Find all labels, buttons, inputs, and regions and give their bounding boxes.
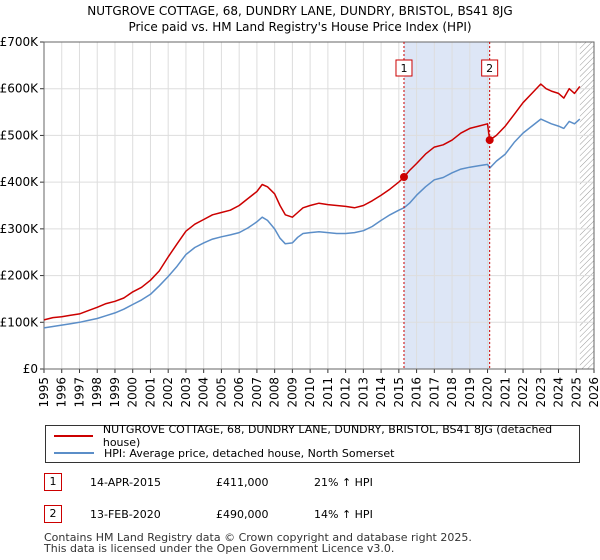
legend-swatch-hpi xyxy=(54,452,94,454)
x-tick-label: 1997 xyxy=(72,377,86,408)
chart-title-block: NUTGROVE COTTAGE, 68, DUNDRY LANE, DUNDR… xyxy=(0,3,600,35)
series-line-hpi xyxy=(43,118,581,329)
x-tick-label: 1999 xyxy=(108,377,122,408)
x-tick-label: 2011 xyxy=(321,377,335,408)
x-tick-label: 2017 xyxy=(427,377,441,408)
x-tick-label: 2016 xyxy=(410,377,424,408)
y-tick-label: £100K xyxy=(0,315,39,329)
x-tick-label: 2007 xyxy=(250,377,264,408)
x-tick-label: 2020 xyxy=(481,377,495,408)
x-tick-label: 2000 xyxy=(126,377,140,408)
sale-date: 13-FEB-2020 xyxy=(90,508,161,521)
y-tick-label: £400K xyxy=(0,175,39,189)
x-tick-label: 2001 xyxy=(143,377,157,408)
price-chart: 1995 1996 1997 1998 1999 2000 2001 2002 2003 2004… xyxy=(0,35,600,408)
footer: Contains HM Land Registry data © Crown c… xyxy=(44,532,472,554)
x-tick-label: 2023 xyxy=(534,377,548,408)
y-tick-label: £0 xyxy=(23,362,38,376)
sale-hpi-change: 14% ↑ HPI xyxy=(314,508,373,521)
x-tick-label: 2012 xyxy=(339,377,353,408)
y-tick-label: £500K xyxy=(0,128,39,142)
sale-number-badge: 2 xyxy=(44,505,62,523)
y-tick-label: £200K xyxy=(0,269,39,283)
x-tick-label: 2025 xyxy=(569,377,583,408)
sale-point xyxy=(399,173,408,182)
sale-marker-box xyxy=(481,59,499,77)
x-tick-label: 2009 xyxy=(285,377,299,408)
chart-subtitle: Price paid vs. HM Land Registry's House … xyxy=(128,20,472,34)
y-tick-label: £300K xyxy=(0,222,39,236)
x-tick-label: 2013 xyxy=(356,377,370,408)
legend-item-property: NUTGROVE COTTAGE, 68, DUNDRY LANE, DUNDR… xyxy=(54,423,579,449)
sale-marker-label: 1 xyxy=(400,62,407,75)
x-tick-label: 2022 xyxy=(516,377,530,408)
sale-hpi-change: 21% ↑ HPI xyxy=(314,476,373,489)
plot-area xyxy=(44,42,594,369)
x-tick-label: 1995 xyxy=(37,377,51,408)
sale-number-badge: 1 xyxy=(44,473,62,491)
x-tick-label: 2014 xyxy=(374,377,388,408)
legend: NUTGROVE COTTAGE, 68, DUNDRY LANE, DUNDR… xyxy=(45,423,580,463)
y-tick-label: £700K xyxy=(0,35,39,49)
legend-item-hpi: HPI: Average price, detached house, Nort… xyxy=(54,445,394,461)
sale-price: £490,000 xyxy=(216,508,269,521)
x-tick-label: 2026 xyxy=(587,377,600,408)
sale-marker-label: 2 xyxy=(486,62,493,75)
legend-label-hpi: HPI: Average price, detached house, Nort… xyxy=(104,446,395,460)
x-tick-label: 2008 xyxy=(268,377,282,408)
x-tick-label: 2021 xyxy=(498,377,512,408)
plot-frame xyxy=(43,41,595,370)
x-tick-label: 2019 xyxy=(463,377,477,408)
sale-price: £411,000 xyxy=(216,476,269,489)
x-tick-label: 1998 xyxy=(90,377,104,408)
x-tick-label: 2018 xyxy=(445,377,459,408)
ownership-shade xyxy=(403,42,490,369)
x-tick-label: 2010 xyxy=(303,377,317,408)
footer-copyright: Contains HM Land Registry data © Crown c… xyxy=(44,531,472,544)
legend-label-property: NUTGROVE COTTAGE, 68, DUNDRY LANE, DUNDR… xyxy=(102,423,553,449)
x-tick-label: 2024 xyxy=(552,377,566,408)
x-tick-label: 2003 xyxy=(179,377,193,408)
chart-title: NUTGROVE COTTAGE, 68, DUNDRY LANE, DUNDR… xyxy=(87,4,513,18)
sale-marker-box xyxy=(395,59,413,77)
y-tick-label: £600K xyxy=(0,82,39,96)
sale-date: 14-APR-2015 xyxy=(90,476,162,489)
forecast-hatch xyxy=(579,42,594,369)
x-tick-label: 1996 xyxy=(55,377,69,408)
x-tick-label: 2002 xyxy=(161,377,175,408)
footer-license: This data is licensed under the Open Gov… xyxy=(44,542,395,555)
series-line-property xyxy=(43,83,581,321)
x-tick-label: 2006 xyxy=(232,377,246,408)
x-tick-label: 2004 xyxy=(197,377,211,408)
legend-swatch-property xyxy=(54,435,93,437)
x-tick-label: 2015 xyxy=(392,377,406,408)
x-tick-label: 2005 xyxy=(214,377,228,408)
sale-point xyxy=(485,136,494,145)
